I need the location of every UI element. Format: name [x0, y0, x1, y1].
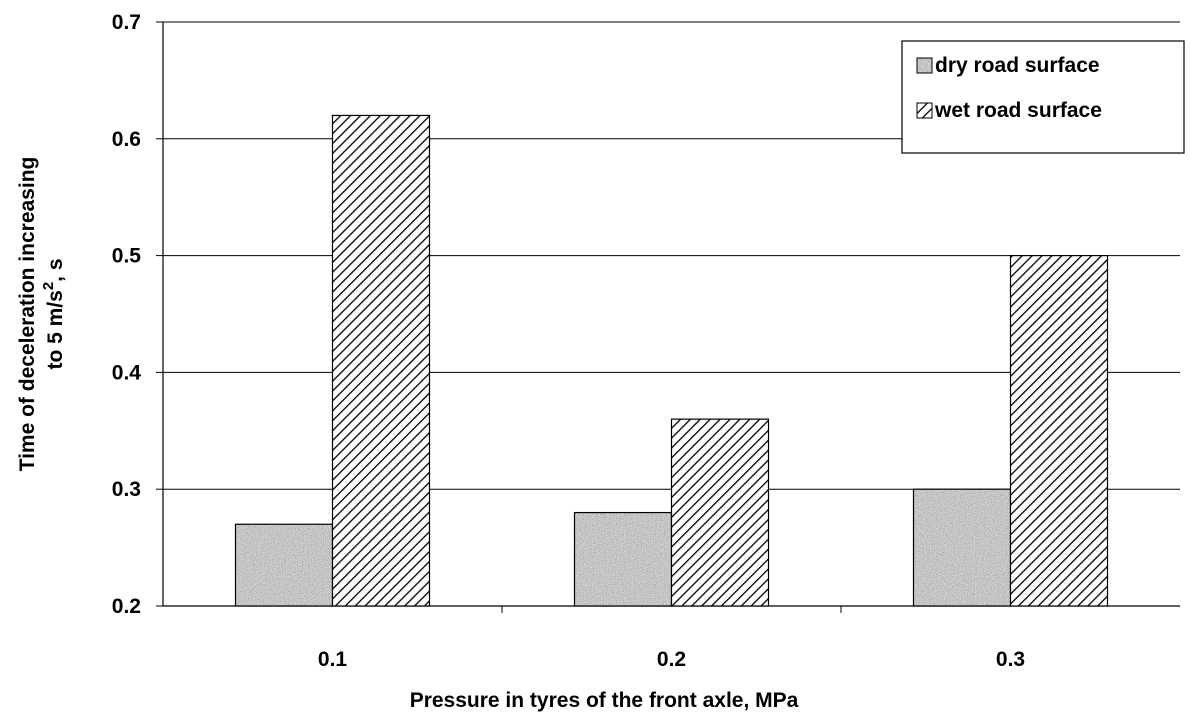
- bar-dry-0.1: [234, 523, 334, 607]
- bar-wet-0.2: [670, 418, 770, 607]
- y-axis-title-suffix: , s: [44, 258, 67, 281]
- y-tick-label: 0.5: [112, 245, 142, 268]
- y-tick-label: 0.3: [112, 478, 141, 501]
- x-axis-title: Pressure in tyres of the front axle, MPa: [410, 689, 799, 712]
- y-tick-labels: 0.2 0.3 0.4 0.5 0.6 0.7: [112, 11, 142, 618]
- bar-wet-0.3: [1009, 255, 1109, 607]
- legend: dry road surface wet road surface: [901, 40, 1185, 154]
- y-tick-label: 0.6: [112, 128, 141, 151]
- y-axis-title-superscript: 2: [40, 282, 57, 290]
- x-tick-labels: 0.1 0.2 0.3: [318, 648, 1025, 671]
- y-axis-title-line-1: Time of deceleration increasing: [16, 157, 39, 472]
- legend-item-wet: wet road surface: [916, 99, 1102, 122]
- y-tick-label: 0.4: [112, 361, 142, 384]
- legend-box: [901, 40, 1185, 154]
- bar-wet-0.1: [331, 114, 431, 607]
- legend-label-dry: dry road surface: [935, 54, 1100, 77]
- legend-item-dry: dry road surface: [916, 54, 1100, 77]
- x-tick-label: 0.1: [318, 648, 348, 671]
- x-tick-label: 0.3: [996, 648, 1025, 671]
- y-tick-label: 0.7: [112, 11, 141, 34]
- y-axis-title-prefix: to 5 m/s: [44, 290, 67, 369]
- legend-swatch-wet: [916, 102, 933, 119]
- bars: [234, 114, 1109, 607]
- legend-label-wet: wet road surface: [934, 99, 1102, 122]
- y-tick-label: 0.2: [112, 595, 141, 618]
- legend-swatch-dry: [916, 57, 933, 74]
- bar-dry-0.3: [912, 488, 1012, 607]
- bar-dry-0.2: [573, 511, 673, 607]
- y-axis-title-line-2: to 5 m/s2, s: [40, 258, 67, 369]
- x-tick-label: 0.2: [657, 648, 686, 671]
